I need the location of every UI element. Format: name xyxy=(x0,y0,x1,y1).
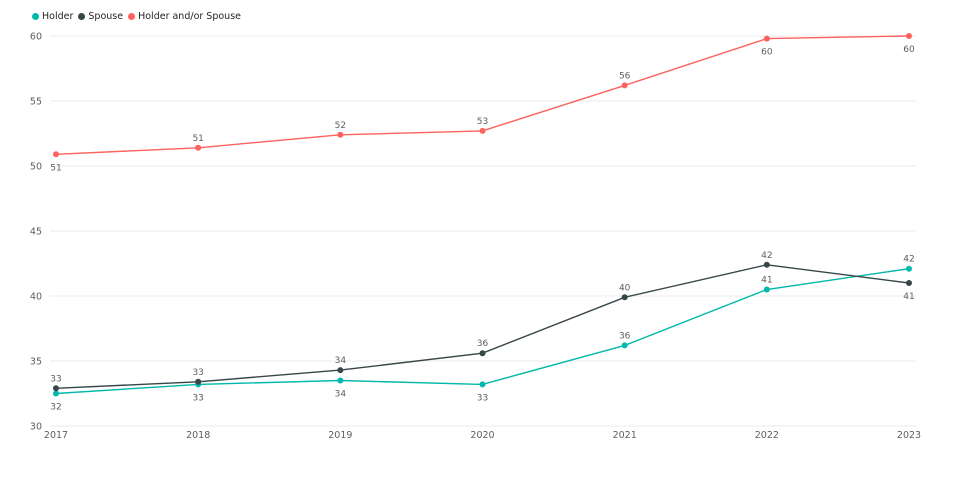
data-point-spouse[interactable] xyxy=(906,280,912,286)
data-point-holder[interactable] xyxy=(763,286,770,293)
data-label-spouse: 33 xyxy=(192,368,203,378)
data-point-holder-and-or-spouse[interactable] xyxy=(906,33,912,39)
series-lines xyxy=(53,33,912,397)
data-point-spouse[interactable] xyxy=(479,350,486,357)
data-point-spouse[interactable] xyxy=(53,385,59,392)
data-label-spouse: 36 xyxy=(477,339,489,349)
legend-marker xyxy=(128,12,136,20)
data-label-spouse: 34 xyxy=(335,356,347,366)
series-holder xyxy=(53,265,912,397)
data-point-holder[interactable] xyxy=(337,377,344,384)
x-axis: 2017 2018 2019 2020 2021 2022 2023 xyxy=(44,430,921,441)
data-point-spouse[interactable] xyxy=(195,378,202,385)
data-point-holder-and-or-spouse[interactable] xyxy=(53,151,59,158)
data-point-spouse[interactable] xyxy=(763,261,770,268)
data-labels: 32 33 34 33 36 41 42 33 33 34 36 40 42 41 51 51 52 53 56 60… xyxy=(50,45,915,413)
data-label-holder-and-or-spouse: 53 xyxy=(477,117,488,127)
data-point-holder-and-or-spouse[interactable] xyxy=(763,35,770,42)
data-label-holder: 33 xyxy=(192,393,203,403)
y-tick-label: 30 xyxy=(30,422,42,433)
data-label-holder-and-or-spouse: 60 xyxy=(761,48,773,58)
legend-label: Holder xyxy=(42,10,74,22)
x-tick-label: 2019 xyxy=(328,430,352,441)
y-axis: 30 35 40 45 50 55 60 xyxy=(30,32,42,433)
data-point-holder-and-or-spouse[interactable] xyxy=(337,131,344,138)
x-tick-label: 2022 xyxy=(755,430,779,441)
data-label-holder: 42 xyxy=(903,255,914,265)
x-tick-label: 2018 xyxy=(186,430,210,441)
legend-item-spouse[interactable]: Spouse xyxy=(78,11,123,22)
y-tick-label: 45 xyxy=(30,227,42,238)
y-tick-label: 40 xyxy=(30,292,42,303)
legend-label: Holder and/or Spouse xyxy=(138,10,241,22)
data-label-holder: 41 xyxy=(761,276,772,286)
legend-label: Spouse xyxy=(88,10,124,22)
data-point-holder[interactable] xyxy=(906,265,912,272)
x-tick-label: 2017 xyxy=(44,430,68,441)
y-tick-label: 55 xyxy=(30,97,42,108)
series-line-spouse xyxy=(55,264,910,389)
legend-marker xyxy=(78,12,86,20)
legend-item-holder-and-or-spouse[interactable]: Holder and/or Spouse xyxy=(128,11,241,22)
data-label-holder: 32 xyxy=(50,403,61,413)
data-point-holder[interactable] xyxy=(621,342,628,349)
x-tick-label: 2023 xyxy=(897,430,921,441)
data-point-spouse[interactable] xyxy=(337,367,344,374)
y-tick-label: 50 xyxy=(30,162,42,173)
legend-marker xyxy=(32,12,39,20)
series-holder-and-or-spouse xyxy=(53,33,912,158)
data-point-holder[interactable] xyxy=(53,390,59,397)
gridlines xyxy=(50,35,916,427)
data-label-holder-and-or-spouse: 51 xyxy=(192,134,203,144)
data-label-holder-and-or-spouse: 52 xyxy=(335,121,346,131)
data-label-holder: 34 xyxy=(335,390,347,400)
data-point-holder-and-or-spouse[interactable] xyxy=(195,144,202,151)
data-label-holder-and-or-spouse: 51 xyxy=(50,163,61,173)
x-tick-label: 2021 xyxy=(613,430,637,441)
data-label-holder: 33 xyxy=(477,393,488,403)
data-point-holder-and-or-spouse[interactable] xyxy=(479,127,486,134)
data-label-holder-and-or-spouse: 60 xyxy=(903,45,915,55)
data-point-holder-and-or-spouse[interactable] xyxy=(621,82,628,89)
data-label-holder: 36 xyxy=(619,331,631,341)
legend: Holder Spouse Holder and/or Spouse xyxy=(32,9,246,23)
y-tick-label: 35 xyxy=(30,357,42,368)
series-line-holder-and-or-spouse xyxy=(55,35,910,155)
data-point-spouse[interactable] xyxy=(621,294,628,301)
data-label-spouse: 33 xyxy=(50,374,61,384)
x-tick-label: 2020 xyxy=(470,430,494,441)
series-line-holder xyxy=(55,268,910,395)
data-point-holder[interactable] xyxy=(479,381,486,388)
legend-item-holder[interactable]: Holder xyxy=(32,11,73,22)
series-spouse xyxy=(53,261,912,392)
y-tick-label: 60 xyxy=(30,32,42,43)
data-label-holder-and-or-spouse: 56 xyxy=(619,71,631,81)
data-label-spouse: 42 xyxy=(761,251,772,261)
data-label-spouse: 40 xyxy=(619,283,631,293)
data-label-spouse: 41 xyxy=(903,292,914,302)
